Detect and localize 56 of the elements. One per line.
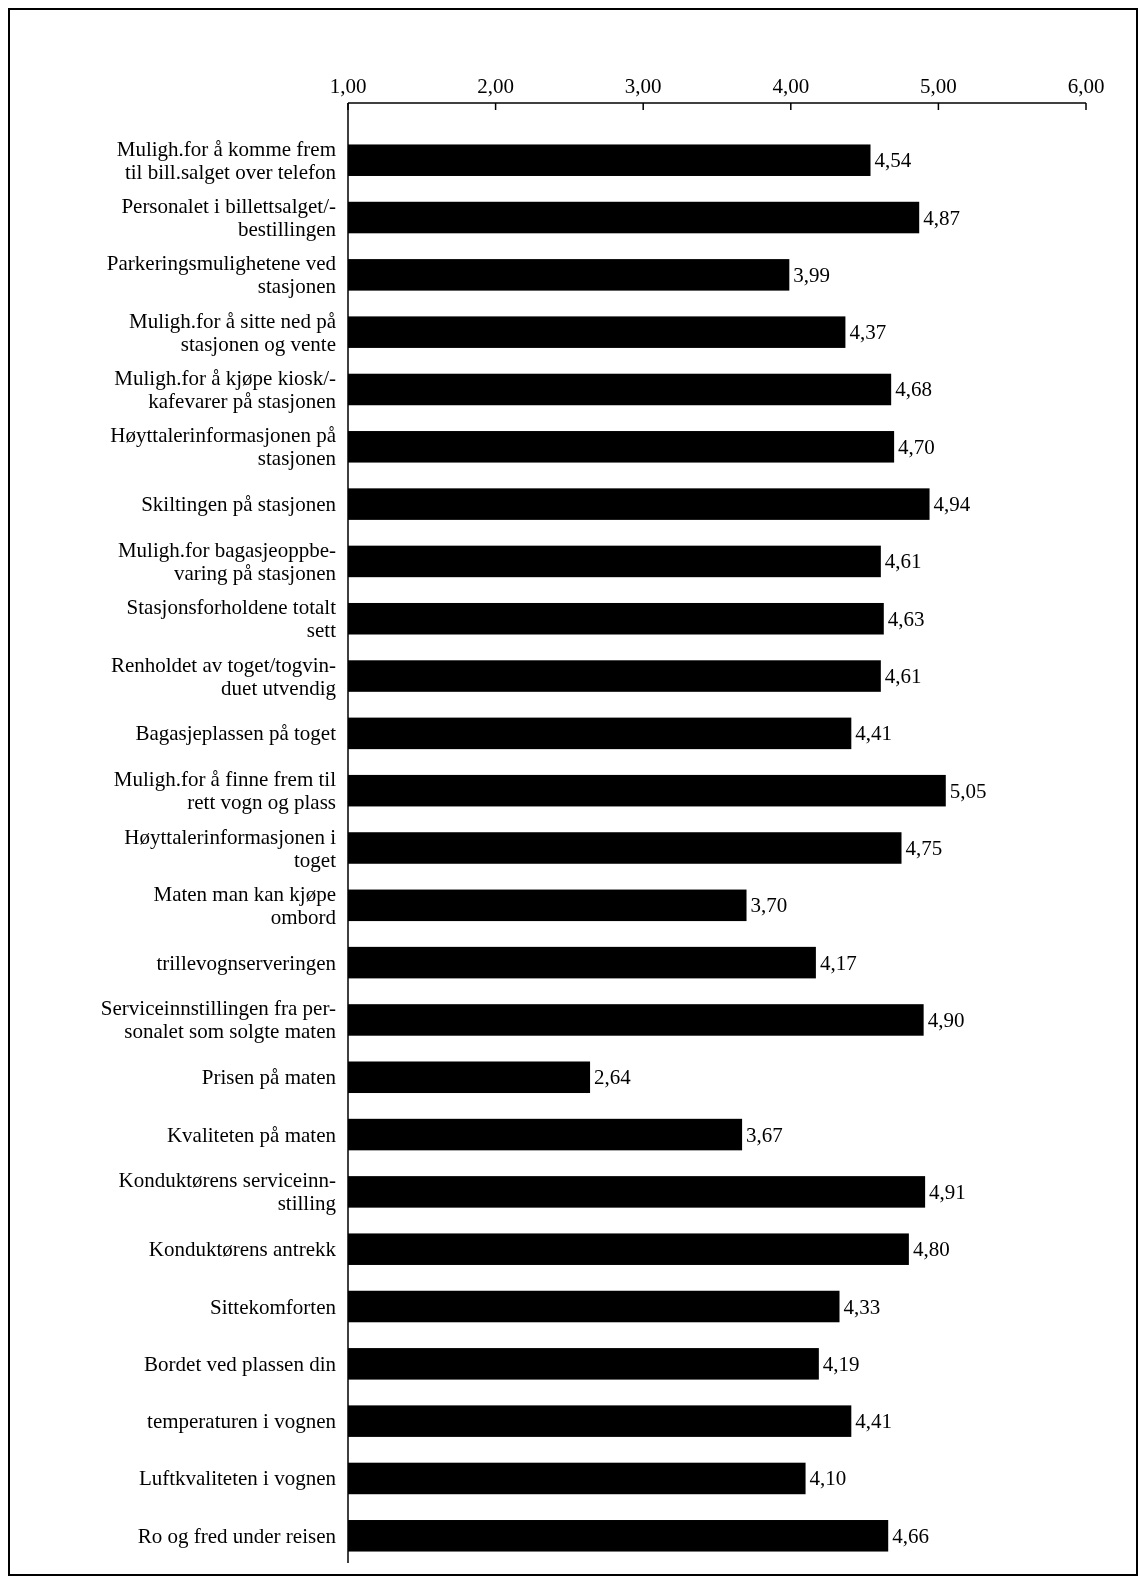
data-label: 4,33 <box>843 1294 881 1319</box>
data-label: 2,64 <box>594 1065 632 1090</box>
y-tick-label: Kvaliteten på maten <box>166 1122 337 1147</box>
y-tick-label: Parkeringsmulighetene ved stasjonen <box>106 251 337 299</box>
data-label: 4,10 <box>809 1466 847 1491</box>
y-tick-label: Sittekomforten <box>210 1294 337 1319</box>
y-tick-label: Serviceinnstillingen fra per- sonalet som solgte maten <box>100 996 337 1044</box>
data-label: 4,61 <box>884 549 922 574</box>
y-tick-label: Bagasjeplassen på toget <box>135 721 337 746</box>
data-label: 4,91 <box>929 1179 966 1204</box>
y-tick-label: Muligh.for å kjøpe kiosk/- kafevarer på stasjonen <box>114 365 337 413</box>
y-tick-label: temperaturen i vognen <box>147 1409 337 1434</box>
y-tick-label: Bordet ved plassen din <box>144 1351 337 1376</box>
x-tick-label: 5,00 <box>920 74 957 98</box>
x-tick-label: 4,00 <box>772 74 810 98</box>
data-label: 3,67 <box>746 1122 783 1147</box>
y-tick-label: Luftkvaliteten i vognen <box>138 1466 337 1491</box>
x-tick-label: 3,00 <box>624 74 662 98</box>
y-tick-label: Ro og fred under reisen <box>137 1523 337 1548</box>
x-tick-label: 2,00 <box>477 74 514 98</box>
data-label: 4,54 <box>874 148 912 173</box>
data-label: 4,17 <box>819 950 857 975</box>
data-label: 3,70 <box>750 893 788 918</box>
data-label: 4,37 <box>849 320 887 345</box>
data-label: 4,80 <box>912 1237 950 1262</box>
y-tick-label: Prisen på maten <box>201 1065 337 1090</box>
data-label: 4,61 <box>884 664 922 689</box>
y-tick-label: Muligh.for å komme frem til bill.salget over telefon <box>116 136 337 184</box>
y-tick-label: trillevognserveringen <box>156 950 337 975</box>
y-tick-label: Renholdet av toget/togvin- duet utvendig <box>110 652 337 700</box>
y-tick-label: Konduktørens serviceinn- stilling <box>118 1168 337 1216</box>
data-label: 4,94 <box>933 492 971 517</box>
y-tick-label: Skiltingen på stasjonen <box>141 492 337 517</box>
x-tick-label: 6,00 <box>1067 74 1105 98</box>
data-label: 4,75 <box>905 836 943 860</box>
data-label: 3,99 <box>793 262 831 287</box>
y-tick-label: Høyttalerinformasjonen på stasjonen <box>110 423 337 471</box>
data-label: 4,63 <box>887 606 925 631</box>
y-tick-label: Muligh.for bagasjeoppbe- varing på stasjonen <box>117 537 337 585</box>
y-tick-label: Muligh.for å finne frem til rett vogn og plass <box>113 767 337 815</box>
data-label: 4,70 <box>898 434 935 459</box>
data-label: 5,05 <box>949 778 987 803</box>
data-label: 4,41 <box>855 1409 893 1434</box>
y-tick-label: Personalet i billettsalget/- bestillingen <box>121 194 337 242</box>
y-tick-label: Maten man kan kjøpe ombord <box>153 881 337 929</box>
y-tick-label: Høyttalerinformasjonen i toget <box>124 824 337 872</box>
data-label: 4,90 <box>927 1007 965 1032</box>
data-label: 4,19 <box>822 1351 860 1376</box>
x-tick-label: 1,00 <box>329 74 367 98</box>
y-tick-label: Konduktørens antrekk <box>148 1237 337 1262</box>
data-label: 4,87 <box>923 205 960 230</box>
y-tick-label: Stasjonsforholdene totalt sett <box>126 595 337 643</box>
data-label: 4,41 <box>855 721 893 746</box>
data-label: 4,68 <box>895 377 932 402</box>
data-label: 4,66 <box>892 1523 929 1548</box>
y-tick-label: Muligh.for å sitte ned på stasjonen og vente <box>128 308 337 356</box>
